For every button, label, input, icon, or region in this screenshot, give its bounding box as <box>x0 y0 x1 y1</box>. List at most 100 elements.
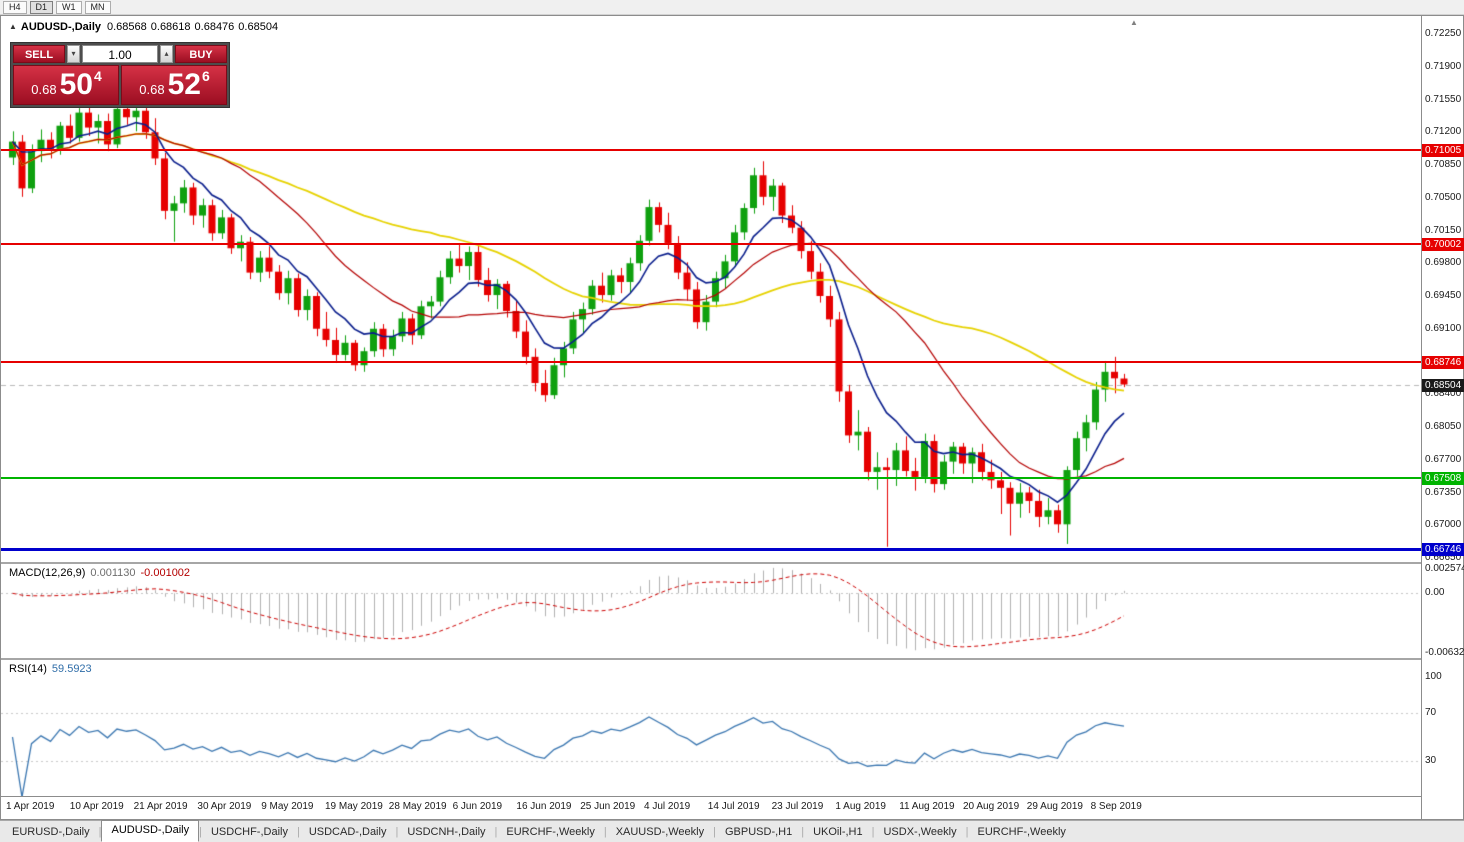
tab-separator: | <box>713 825 716 838</box>
trade-price-row: 0.68 50 4 0.68 52 6 <box>13 65 227 105</box>
macd-signal-value: -0.001002 <box>140 567 191 579</box>
price-tick-label: 0.69100 <box>1425 322 1462 334</box>
price-tick-label: 0.69800 <box>1425 257 1462 269</box>
chart-tab-bar: EURUSD-,Daily | AUDUSD-,Daily | USDCHF-,Dail… <box>0 820 1464 842</box>
tab-separator: | <box>871 825 875 838</box>
price-tick-label: 0.70850 <box>1425 159 1462 170</box>
timeframe-button-w1[interactable]: W1 <box>56 1 82 14</box>
tab-separator: | <box>494 825 498 838</box>
chart-tab-audusddaily[interactable]: AUDUSD-,Daily <box>101 820 200 842</box>
rsi-title: RSI(14) <box>9 663 47 675</box>
ohlc-open: 0.68568 <box>107 21 147 33</box>
horizontal-level-line[interactable] <box>1 149 1421 152</box>
date-label: 20 Aug 2019 <box>963 801 1020 812</box>
date-label: 21 Apr 2019 <box>133 801 188 812</box>
macd-pane[interactable]: MACD(12,26,9) 0.001130 -0.001002 <box>1 564 1421 658</box>
macd-axis-label: -0.006326 <box>1425 647 1464 658</box>
date-label: 29 Aug 2019 <box>1026 801 1083 812</box>
sell-price-big: 50 <box>59 68 93 101</box>
chart-tab-ukoilh1[interactable]: UKOil-,H1 <box>813 826 863 838</box>
horizontal-level-line[interactable] <box>1 360 1421 363</box>
macd-axis-label: 0.00 <box>1425 587 1445 599</box>
chart-tab-eurusddaily[interactable]: EURUSD-,Daily <box>12 826 90 838</box>
chart-symbol: AUDUSD-,Daily <box>20 21 101 33</box>
chart-tab-usdcnhdaily[interactable]: USDCNH-,Daily <box>407 826 486 838</box>
chart-tab-usdcaddaily[interactable]: USDCAD-,Daily <box>308 826 387 838</box>
candlestick-canvas[interactable] <box>1 16 1421 562</box>
timeframe-button-mn[interactable]: MN <box>84 1 111 14</box>
price-tick-label: 0.71900 <box>1425 60 1462 72</box>
price-tick-label: 0.71200 <box>1425 126 1462 138</box>
date-label: 19 May 2019 <box>325 801 383 812</box>
tab-separator: | <box>199 825 202 838</box>
price-tick-label: 0.70150 <box>1425 224 1462 236</box>
rsi-axis-label: 70 <box>1425 707 1437 718</box>
chart-tab-gbpusdh1[interactable]: GBPUSD-,H1 <box>724 826 793 838</box>
horizontal-level-line[interactable] <box>1 243 1421 246</box>
rsi-label: RSI(14) 59.5923 <box>9 663 97 675</box>
chart-title: ▲ AUDUSD-,Daily 0.68568 0.68618 0.68476 0.685… <box>9 21 282 33</box>
volume-decrease-button[interactable]: ▾ <box>67 45 80 63</box>
date-label: 14 Jul 2019 <box>707 801 760 812</box>
buy-price-prefix: 0.68 <box>139 81 165 97</box>
rsi-pane[interactable]: RSI(14) 59.5923 <box>1 660 1421 796</box>
pane-separator[interactable] <box>1 562 1463 564</box>
chart-tab-eurchfweekly[interactable]: EURCHF-,Weekly <box>506 826 595 838</box>
one-click-trading-panel: SELL ▾ 1.00 ▴ BUY 0.68 50 4 0.68 52 6 <box>10 42 230 108</box>
timeframe-toolbar: H4 D1 W1 MN <box>0 0 1464 15</box>
date-label: 1 Apr 2019 <box>6 801 55 812</box>
sell-button[interactable]: SELL <box>13 45 65 63</box>
level-price-badge: 0.71005 <box>1422 144 1464 158</box>
volume-input[interactable]: 1.00 <box>82 45 158 63</box>
buy-price-display[interactable]: 0.68 52 6 <box>121 65 227 105</box>
timeframe-button-h4[interactable]: H4 <box>3 1 27 14</box>
buy-price-big: 52 <box>167 68 201 101</box>
timeframe-button-d1[interactable]: D1 <box>29 1 54 14</box>
rsi-value: 59.5923 <box>51 663 92 675</box>
price-tick-label: 0.69450 <box>1425 290 1462 301</box>
tab-separator: | <box>98 825 102 838</box>
buy-button[interactable]: BUY <box>175 45 227 63</box>
tab-separator: | <box>603 825 607 838</box>
tab-separator: | <box>801 825 805 838</box>
horizontal-level-line[interactable] <box>1 476 1421 479</box>
tab-separator: | <box>296 825 300 838</box>
sell-price-display[interactable]: 0.68 50 4 <box>13 65 119 105</box>
chart-tab-usdchfdaily[interactable]: USDCHF-,Daily <box>210 826 288 838</box>
chart-shift-icon[interactable]: ▲ <box>1130 18 1138 27</box>
date-label: 11 Aug 2019 <box>899 801 955 812</box>
chart-tab-usdxweekly[interactable]: USDX-,Weekly <box>883 826 957 838</box>
buy-price-sup: 6 <box>201 68 210 84</box>
level-price-badge: 0.70002 <box>1422 238 1464 252</box>
pane-separator[interactable] <box>1 658 1463 660</box>
price-tick-label: 0.67700 <box>1425 453 1462 465</box>
ohlc-high: 0.68618 <box>150 21 191 33</box>
macd-label: MACD(12,26,9) 0.001130 -0.001002 <box>9 567 195 579</box>
macd-canvas[interactable] <box>1 564 1421 658</box>
collapse-icon[interactable]: ▲ <box>9 22 17 31</box>
sell-price-prefix: 0.68 <box>31 81 57 97</box>
price-tick-label: 0.67350 <box>1425 486 1462 498</box>
rsi-canvas[interactable] <box>1 660 1421 796</box>
level-price-badge: 0.67508 <box>1422 471 1464 485</box>
ohlc-close: 0.68504 <box>238 21 279 33</box>
price-axis[interactable]: 0.72250 0.71900 0.71550 0.71200 0.70850 0.705… <box>1421 16 1464 819</box>
price-tick-label: 0.68400 <box>1425 388 1462 400</box>
time-axis[interactable]: 1 Apr 2019 10 Apr 2019 21 Apr 2019 30 Apr 2… <box>1 796 1421 819</box>
date-label: 25 Jun 2019 <box>580 801 636 812</box>
macd-axis-label: 0.002574 <box>1425 563 1464 574</box>
date-label: 10 Apr 2019 <box>69 801 124 812</box>
tab-separator: | <box>395 825 399 838</box>
level-price-badge: 0.66746 <box>1422 543 1464 557</box>
horizontal-level-line[interactable] <box>1 548 1421 552</box>
chart-tab-eurchfweekly[interactable]: EURCHF-,Weekly <box>977 826 1066 838</box>
volume-increase-button[interactable]: ▴ <box>160 45 173 63</box>
date-label: 30 Apr 2019 <box>197 801 252 812</box>
price-chart-pane[interactable]: ▲ ▲ AUDUSD-,Daily 0.68568 0.68618 0.68476 0.6… <box>1 16 1421 562</box>
date-label: 16 Jun 2019 <box>516 801 572 812</box>
rsi-axis-label: 30 <box>1425 755 1437 766</box>
level-price-badge: 0.68746 <box>1422 355 1464 369</box>
rsi-axis-label: 100 <box>1425 671 1442 682</box>
chart-tab-xauusdweekly[interactable]: XAUUSD-,Weekly <box>615 826 705 838</box>
